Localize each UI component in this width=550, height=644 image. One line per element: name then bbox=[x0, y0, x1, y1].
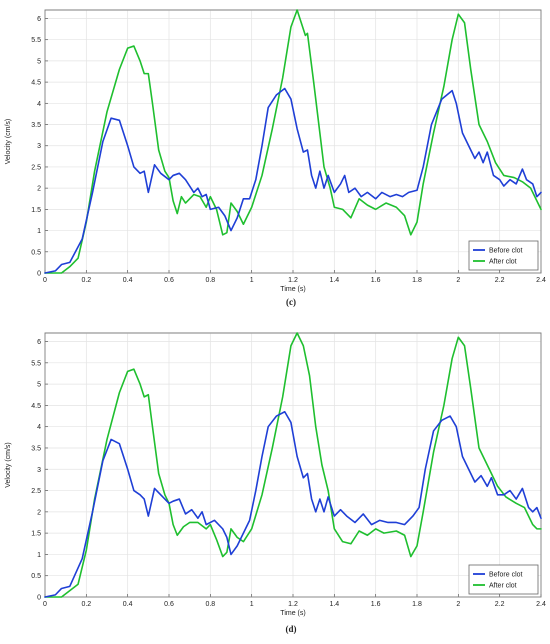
legend: Before clot After clot bbox=[468, 564, 539, 595]
chart-panel-c: 0 0.2 0.4 0.6 0.8 1 1.2 1.4 1.6 1.8 2 2.2 2.4 0 0.5 1 1.… bbox=[5, 9, 546, 307]
y-tick-label: 1.5 bbox=[31, 207, 41, 214]
x-tick-label: 1.2 bbox=[288, 601, 298, 608]
x-tick-label: 1.8 bbox=[412, 277, 422, 284]
x-tick-label: 0.6 bbox=[164, 277, 174, 284]
y-tick-label: 4.5 bbox=[31, 403, 41, 410]
x-tick-label: 1.2 bbox=[288, 277, 298, 284]
x-tick-label: 0 bbox=[43, 601, 47, 608]
x-tick-label: 1 bbox=[250, 277, 254, 284]
y-tick-label: 1 bbox=[37, 552, 41, 559]
legend: Before clot After clot bbox=[468, 240, 539, 271]
y-axis-label: Velocity (cm/s) bbox=[5, 442, 12, 488]
y-tick-label: 6 bbox=[37, 339, 41, 346]
y-tick-label: 2.5 bbox=[31, 488, 41, 495]
y-tick-label: 5.5 bbox=[31, 37, 41, 44]
x-tick-label: 1.6 bbox=[371, 601, 381, 608]
series-line-after-clot bbox=[44, 332, 542, 598]
x-tick-label: 2 bbox=[456, 601, 460, 608]
x-tick-label: 0.8 bbox=[205, 601, 215, 608]
y-tick-label: 3 bbox=[37, 143, 41, 150]
legend-entry: Before clot bbox=[489, 248, 523, 255]
x-tick-label: 2.4 bbox=[536, 277, 546, 284]
y-tick-label: 3.5 bbox=[31, 122, 41, 129]
y-tick-label: 5 bbox=[37, 58, 41, 65]
panel-caption: (d) bbox=[286, 624, 297, 634]
legend-box bbox=[468, 564, 539, 595]
x-tick-label: 2.2 bbox=[495, 601, 505, 608]
y-tick-label: 5 bbox=[37, 382, 41, 389]
y-tick-label: 0 bbox=[37, 595, 41, 602]
x-tick-label: 2 bbox=[456, 277, 460, 284]
x-tick-label: 0 bbox=[43, 277, 47, 284]
y-tick-label: 3.5 bbox=[31, 445, 41, 452]
x-tick-label: 0.4 bbox=[123, 277, 133, 284]
y-tick-label: 0.5 bbox=[31, 573, 41, 580]
series-line-before-clot bbox=[44, 410, 542, 598]
y-tick-label: 4 bbox=[37, 101, 41, 108]
x-axis-label: Time (s) bbox=[280, 610, 305, 617]
x-tick-label: 0.2 bbox=[81, 277, 91, 284]
plot-frame bbox=[44, 9, 542, 274]
series-line-before-clot bbox=[44, 87, 542, 274]
x-tick-label: 0.8 bbox=[205, 277, 215, 284]
y-tick-label: 6 bbox=[37, 16, 41, 23]
x-tick-label: 1.6 bbox=[371, 277, 381, 284]
y-tick-label: 2 bbox=[37, 509, 41, 516]
y-axis-label: Velocity (cm/s) bbox=[5, 119, 12, 165]
y-tick-label: 1 bbox=[37, 228, 41, 235]
series-line-after-clot bbox=[44, 9, 542, 274]
x-tick-label: 1.4 bbox=[329, 277, 339, 284]
y-tick-label: 2 bbox=[37, 186, 41, 193]
x-tick-label: 1.8 bbox=[412, 601, 422, 608]
y-tick-label: 2.5 bbox=[31, 164, 41, 171]
x-tick-label: 2.2 bbox=[495, 277, 505, 284]
y-tick-label: 5.5 bbox=[31, 360, 41, 367]
y-tick-label: 0.5 bbox=[31, 249, 41, 256]
x-tick-label: 1.4 bbox=[329, 601, 339, 608]
x-axis-label: Time (s) bbox=[280, 286, 305, 293]
panel-caption: (c) bbox=[286, 297, 296, 307]
legend-entry: After clot bbox=[489, 259, 517, 266]
x-tick-label: 0.6 bbox=[164, 601, 174, 608]
x-tick-label: 2.4 bbox=[536, 601, 546, 608]
y-tick-label: 1.5 bbox=[31, 531, 41, 538]
legend-entry: Before clot bbox=[489, 572, 523, 579]
x-tick-label: 0.4 bbox=[123, 601, 133, 608]
x-tick-label: 0.2 bbox=[81, 601, 91, 608]
legend-entry: After clot bbox=[489, 583, 517, 590]
y-tick-label: 0 bbox=[37, 271, 41, 278]
y-tick-label: 3 bbox=[37, 467, 41, 474]
legend-box bbox=[468, 240, 539, 271]
y-tick-label: 4 bbox=[37, 424, 41, 431]
chart-panel-d: 0 0.2 0.4 0.6 0.8 1 1.2 1.4 1.6 1.8 2 2.2 2.4 0 0.5 1 1.… bbox=[5, 332, 546, 634]
plot-frame bbox=[44, 332, 542, 598]
y-tick-label: 4.5 bbox=[31, 80, 41, 87]
x-tick-label: 1 bbox=[250, 601, 254, 608]
